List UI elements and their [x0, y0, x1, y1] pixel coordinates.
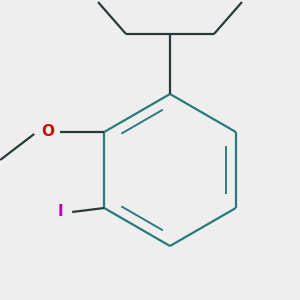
Text: O: O — [42, 124, 55, 140]
Text: I: I — [57, 205, 63, 220]
